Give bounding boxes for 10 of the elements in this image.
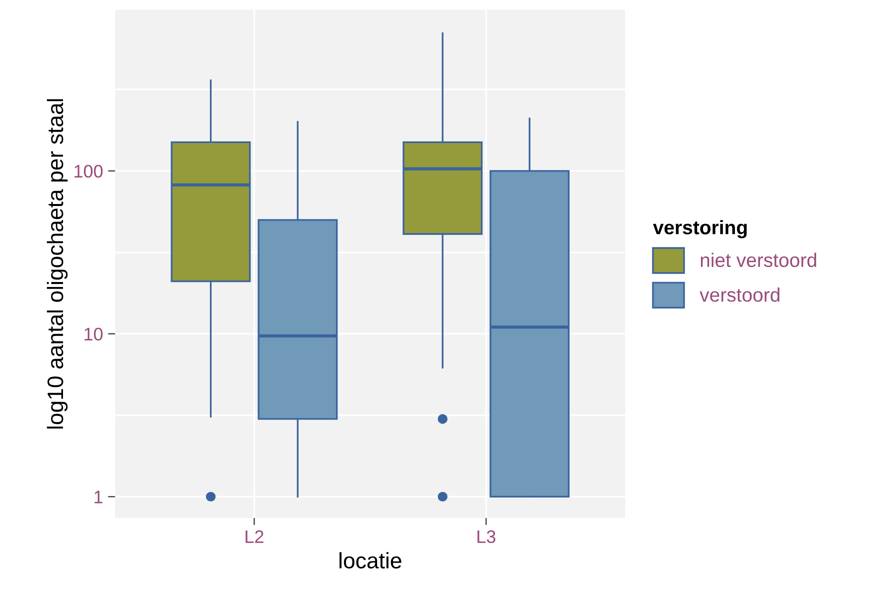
x-tick-label: L3 [478,530,496,544]
y-tick-label: 1 [94,490,102,504]
legend-label: niet verstoord [700,252,816,268]
y-tick-label: 10 [84,328,103,341]
y-tick-label: 100 [74,164,103,178]
x-axis-title: locatie [340,552,402,568]
x-tick-label: L2 [246,530,264,543]
legend-label: verstoord [700,287,780,302]
y-axis-title: log10 aantal oligochaeta per staal [46,99,68,429]
legend-title: verstoring [653,220,747,238]
